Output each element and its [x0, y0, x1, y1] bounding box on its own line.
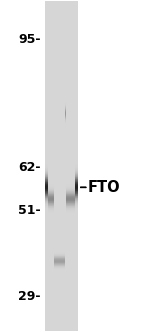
- Text: FTO: FTO: [88, 180, 120, 195]
- Text: 51-: 51-: [18, 204, 41, 217]
- Text: 95-: 95-: [18, 33, 41, 46]
- Text: 62-: 62-: [18, 161, 41, 174]
- Text: 29-: 29-: [18, 290, 41, 303]
